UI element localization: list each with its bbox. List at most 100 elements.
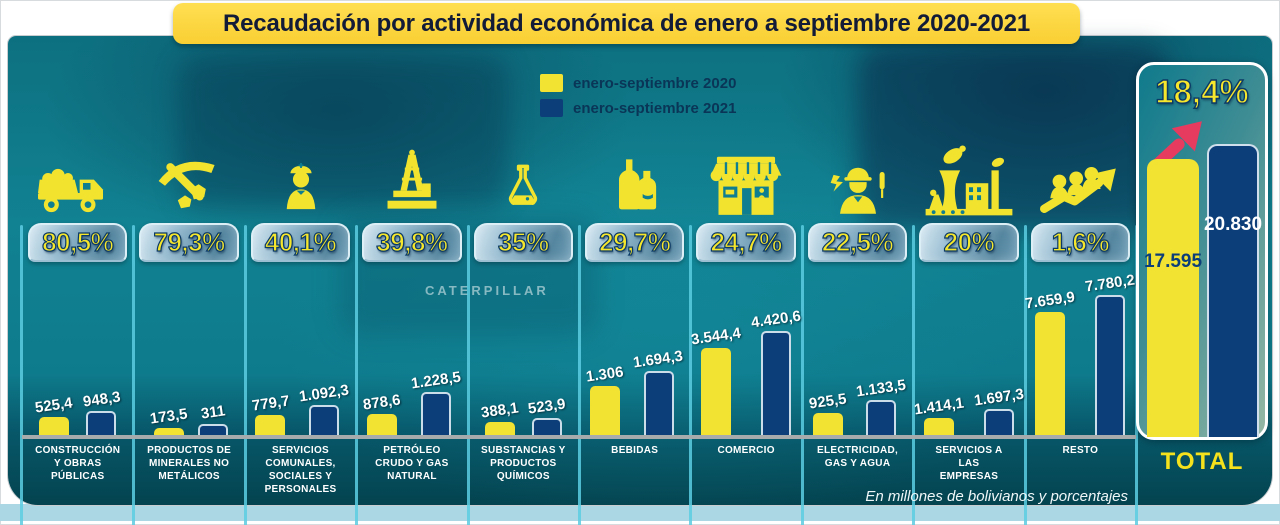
bar-pair: 525,4 948,3: [22, 262, 133, 435]
bar-pair: 3.544,4 4.420,6: [690, 262, 803, 435]
value-label-2021: 4.420,6: [750, 307, 803, 332]
value-label-2020: 173,5: [149, 405, 189, 428]
total-pct-change: 18,4%: [1155, 72, 1250, 110]
column-divider: [912, 225, 916, 525]
dump-truck-icon: [22, 126, 133, 218]
pct-change-value: 24,7%: [710, 226, 783, 257]
columns-area: 80,5% 525,4 948,3 79,3% 173,5 311: [20, 126, 1139, 525]
legend-label-2020: enero-septiembre 2020: [573, 74, 737, 92]
baseline-axis: [22, 435, 1136, 439]
value-label-2021: 523,9: [527, 395, 567, 418]
pct-badge: 22,5%: [807, 223, 908, 262]
background-photo: [858, 46, 1168, 231]
storefront-icon: [690, 126, 801, 218]
legend-item-2021: enero-septiembre 2021: [540, 99, 736, 117]
value-label-2020: 525,4: [34, 394, 74, 417]
bar-2020: [38, 417, 69, 435]
pct-change-value: 40,1%: [264, 226, 337, 257]
total-label: TOTAL: [1160, 448, 1244, 475]
pct-badge: 20%: [919, 223, 1019, 262]
bar-2020: [366, 414, 397, 435]
bar-pair: 925,5 1.133,5: [802, 262, 913, 435]
unit-footnote: En millones de bolivianos y porcentajes: [865, 488, 1128, 505]
value-label-2020: 3.544,4: [690, 324, 743, 349]
factory-icon: [913, 126, 1024, 218]
pct-change-value: 39,8%: [376, 226, 449, 257]
pct-badge: 35%: [473, 223, 574, 262]
bar-2021: [86, 411, 117, 435]
bar-2020: [589, 386, 620, 435]
bar-2021: [197, 424, 228, 435]
category-labels-row: CONSTRUCCIÓN Y OBRAS PÚBLICAS PRODUCTOS D…: [22, 444, 1136, 496]
bar-2020: [1035, 312, 1066, 435]
value-label-2020: 925,5: [807, 390, 848, 413]
category-column: 24,7% 3.544,4 4.420,6: [690, 126, 804, 525]
bar-2021: [983, 409, 1014, 435]
value-label-2021: 1.697,3: [973, 385, 1025, 410]
page-title: Recaudación por actividad económica de e…: [173, 3, 1080, 44]
column-divider: [578, 225, 582, 525]
bar-2021: [643, 371, 674, 435]
pct-change-value: 35%: [497, 226, 549, 257]
bar-2021: [1095, 295, 1126, 435]
pct-change-value: 29,7%: [599, 226, 672, 257]
bottom-strip: [0, 504, 1280, 521]
column-divider: [20, 225, 23, 525]
bar-2021: [532, 418, 563, 435]
value-label-2020: 1.414,1: [912, 394, 965, 419]
value-label-2021: 1.092,3: [298, 381, 351, 406]
pct-change-value: 79,3%: [153, 226, 226, 257]
category-column: 79,3% 173,5 311: [133, 126, 247, 525]
legend-item-2020: enero-septiembre 2020: [540, 74, 736, 92]
category-column: 35% 388,1 523,9: [468, 126, 582, 525]
flask-icon: [468, 126, 579, 218]
legend-swatch-2020: [540, 74, 563, 92]
category-column: 29,7% 1.306 1.694,3: [579, 126, 693, 525]
bar-2020: [154, 428, 185, 435]
column-divider: [689, 225, 693, 525]
nurse-icon: [245, 126, 356, 218]
bar-2020: [923, 418, 954, 435]
pct-badge: 29,7%: [585, 223, 685, 262]
category-column: 80,5% 525,4 948,3: [22, 126, 136, 525]
pickaxe-icon: [133, 126, 244, 218]
pct-badge: 80,5%: [28, 223, 128, 262]
bar-2020: [484, 422, 515, 435]
column-divider: [132, 225, 136, 525]
total-value-2020: 17.595: [1143, 251, 1203, 272]
pct-change-value: 20%: [943, 226, 995, 257]
column-divider: [243, 225, 247, 525]
category-column: 1,6% 7.659,9 7.780,2: [1024, 126, 1139, 525]
pct-badge: 24,7%: [696, 223, 796, 262]
category-label: BEBIDAS: [611, 445, 659, 456]
category-column: 22,5% 925,5 1.133,5: [802, 126, 916, 525]
chart-card: CATERPILLAR Recaudación por actividad ec…: [8, 3, 1272, 525]
bar-2020: [701, 348, 732, 435]
bar-pair: 779,7 1.092,3: [245, 262, 356, 435]
bar-pair: 173,5 311: [133, 262, 244, 435]
pct-badge: 79,3%: [139, 223, 239, 262]
category-label: COMERCIO: [717, 445, 775, 456]
title-text: Recaudación por actividad económica de e…: [223, 9, 1030, 37]
pct-change-value: 1,6%: [1051, 226, 1110, 257]
pct-badge: 40,1%: [250, 223, 351, 262]
bar-2021: [420, 392, 451, 435]
bar-pair: 1.414,1 1.697,3: [912, 262, 1025, 435]
bar-2021: [866, 400, 897, 435]
electrician-icon: [802, 126, 913, 218]
category-label: PETRÓLEO CRUDO Y GAS NATURAL: [375, 445, 449, 482]
value-label-2021: 311: [199, 402, 227, 423]
value-label-2020: 878,6: [362, 391, 402, 414]
background-photo: [178, 56, 508, 206]
category-column: 39,8% 878,6 1.228,5: [356, 126, 470, 525]
total-bar-2021: 20.830: [1203, 144, 1263, 437]
oil-derrick-icon: [356, 126, 467, 218]
column-divider: [355, 225, 359, 525]
value-label-2020: 388,1: [479, 399, 520, 422]
value-label-2021: 1.133,5: [855, 376, 908, 401]
pct-change-value: 80,5%: [41, 226, 114, 257]
background-photo-text: CATERPILLAR: [425, 283, 549, 298]
legend-swatch-2021: [540, 99, 563, 117]
total-value-2021: 20.830: [1203, 214, 1263, 235]
